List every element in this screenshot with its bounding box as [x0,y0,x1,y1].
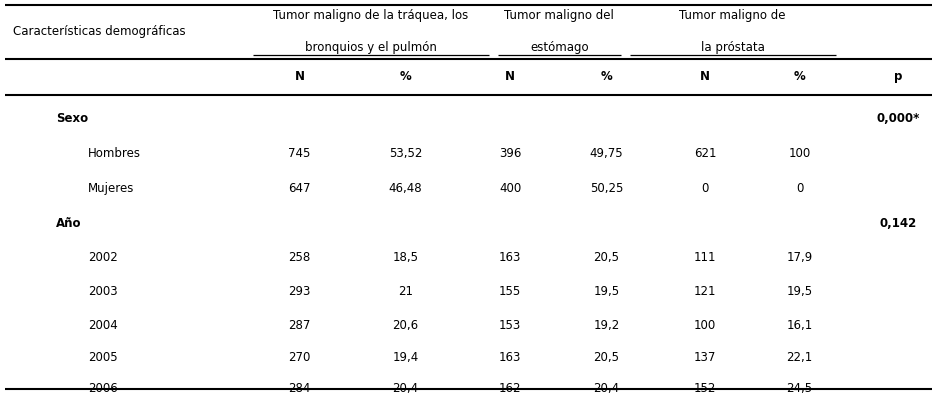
Text: 20,4: 20,4 [392,382,418,395]
Text: 2004: 2004 [88,319,118,332]
Text: estómago: estómago [530,41,588,54]
Text: 17,9: 17,9 [786,251,813,264]
Text: 22,1: 22,1 [786,351,813,364]
Text: 100: 100 [788,147,811,160]
Text: Mujeres: Mujeres [88,181,134,194]
Text: 153: 153 [499,319,521,332]
Text: 19,5: 19,5 [593,285,619,298]
Text: 121: 121 [694,285,716,298]
Text: 20,4: 20,4 [593,382,619,395]
Text: 137: 137 [694,351,716,364]
Text: 152: 152 [694,382,716,395]
Text: 400: 400 [499,181,521,194]
Text: 19,4: 19,4 [392,351,418,364]
Text: 49,75: 49,75 [589,147,623,160]
Text: 2002: 2002 [88,251,118,264]
Text: p: p [894,70,902,84]
Text: N: N [700,70,710,84]
Text: N: N [505,70,516,84]
Text: 396: 396 [499,147,521,160]
Text: 16,1: 16,1 [786,319,813,332]
Text: Tumor maligno de la tráquea, los: Tumor maligno de la tráquea, los [274,10,469,23]
Text: 155: 155 [499,285,521,298]
Text: 2006: 2006 [88,382,118,395]
Text: Año: Año [56,217,81,230]
Text: 50,25: 50,25 [590,181,623,194]
Text: Características demográficas: Características demográficas [13,25,185,38]
Text: 287: 287 [289,319,311,332]
Text: 163: 163 [499,251,521,264]
Text: 0: 0 [796,181,803,194]
Text: %: % [601,70,613,84]
Text: 46,48: 46,48 [389,181,422,194]
Text: 0,142: 0,142 [879,217,916,230]
Text: bronquios y el pulmón: bronquios y el pulmón [305,41,437,54]
Text: 745: 745 [289,147,311,160]
Text: Sexo: Sexo [56,112,88,125]
Text: 0,000*: 0,000* [876,112,919,125]
Text: 24,5: 24,5 [786,382,813,395]
Text: %: % [400,70,411,84]
Text: 163: 163 [499,351,521,364]
Text: 0: 0 [701,181,709,194]
Text: N: N [294,70,304,84]
Text: %: % [794,70,805,84]
Text: 100: 100 [694,319,716,332]
Text: la próstata: la próstata [700,41,765,54]
Text: 20,6: 20,6 [392,319,418,332]
Text: 53,52: 53,52 [389,147,422,160]
Text: 20,5: 20,5 [594,251,619,264]
Text: 21: 21 [398,285,413,298]
Text: 284: 284 [289,382,311,395]
Text: 111: 111 [694,251,716,264]
Text: 258: 258 [289,251,311,264]
Text: 2003: 2003 [88,285,118,298]
Text: 18,5: 18,5 [392,251,418,264]
Text: 2005: 2005 [88,351,118,364]
Text: Hombres: Hombres [88,147,141,160]
Text: 647: 647 [289,181,311,194]
Text: 19,2: 19,2 [593,319,620,332]
Text: Tumor maligno de: Tumor maligno de [679,10,786,23]
Text: 621: 621 [694,147,716,160]
Text: 19,5: 19,5 [786,285,813,298]
Text: 162: 162 [499,382,521,395]
Text: 270: 270 [289,351,311,364]
Text: 293: 293 [289,285,311,298]
Text: Tumor maligno del: Tumor maligno del [504,10,615,23]
Text: 20,5: 20,5 [594,351,619,364]
